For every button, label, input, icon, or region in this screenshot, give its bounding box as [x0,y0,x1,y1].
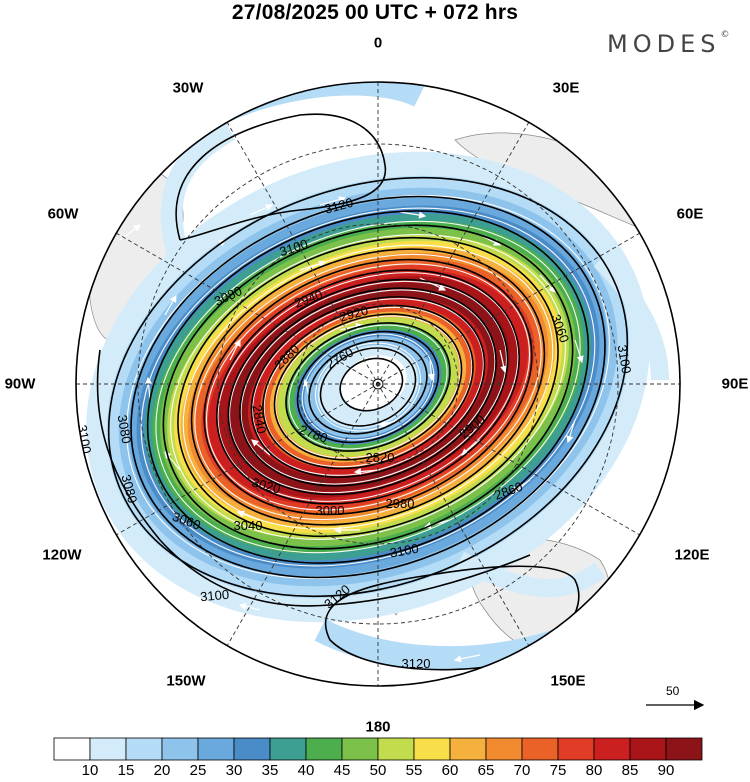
lon-label-30e: 30E [552,79,580,97]
contour-2780 [319,347,417,427]
colorbar-tick-label: 30 [225,762,243,779]
contour-3020 [177,236,559,538]
colorbar-tick-label: 40 [297,762,315,779]
lon-label-60w: 60W [47,205,79,223]
lon-label-150w: 150W [166,672,206,690]
contour-label: 3120 [323,195,355,217]
colorbar-tick-label: 20 [153,762,171,779]
colorbar-tick-label: 10 [81,762,99,779]
map-title: 27/08/2025 00 UTC + 072 hrs [231,1,519,24]
lon-label-90w: 90W [4,375,36,393]
lon-label-150e: 150E [550,672,586,690]
colorbar-tick-label: 55 [405,762,423,779]
lon-label-60e: 60E [676,205,704,223]
contour-2900 [250,296,486,478]
contour-label: 3040 [234,518,263,533]
contour-label: 3080 [115,414,135,445]
contour-3060 [146,210,590,564]
contour-2920 [239,287,497,487]
contour-label: 3100 [200,587,230,604]
contour-label: 2840 [250,404,270,435]
contour-label: 3100 [615,344,635,375]
brand-mark: © [720,30,730,40]
colorbar-tick-label: 45 [333,762,351,779]
contour-2960 [216,269,520,505]
contour-label: 3020 [250,475,282,497]
wind-speed-shading [86,151,650,623]
contour-2860 [273,313,463,461]
colorbar-tick-label: 60 [441,762,459,779]
lon-label-0: 0 [373,34,383,52]
colorbar-tick-label: 35 [261,762,279,779]
outer-contours-3120 [96,113,580,671]
contour-3040 [162,224,574,550]
colorbar-tick-label: 15 [117,762,135,779]
contour-2980 [203,258,533,516]
map-border [75,81,681,687]
contour-3100-outer [96,349,531,607]
graticule [76,82,680,686]
colorbar-tick-label: 25 [189,762,207,779]
contour-label: 2980 [386,496,415,511]
brand-name: MODES [607,30,721,58]
contour-3080 [130,195,606,579]
contour-label: 3000 [316,503,345,518]
contour-2760 [339,357,404,412]
contour-3000 [190,248,546,526]
contour-label: 2920 [338,303,370,325]
contour-label: 3080 [118,473,140,505]
lon-label-30w: 30W [172,79,204,97]
lon-label-120w: 120W [42,546,82,564]
contour-2820 [296,330,440,444]
contour-label: 2820 [366,450,395,465]
contour-2800 [308,339,428,435]
contour-3120-north [175,113,387,241]
reference-vector-label: 50 [666,684,680,698]
colorbar-tick-label: 65 [477,762,495,779]
colorbar-tick-label: 50 [369,762,387,779]
lon-label-120e: 120E [674,546,710,564]
colorbar-tick-label: 90 [657,762,675,779]
contour-3120-south [324,565,580,671]
streamline-arrows [119,196,621,663]
contour-label: 3100 [389,541,420,561]
colorbar-tick-label: 80 [585,762,603,779]
colorbar-tick-label: 70 [513,762,531,779]
contour-2840 [285,322,451,452]
contour-2940 [227,278,509,496]
contour-3100 [107,176,629,598]
height-contours [107,176,629,598]
brand-logo: MODES© [607,30,729,58]
lon-label-90e: 90E [721,375,749,393]
contour-label: 3120 [402,656,431,671]
colorbar-tick-label: 75 [549,762,567,779]
lon-label-180: 180 [365,718,391,736]
colorbar-tick-label: 85 [621,762,639,779]
